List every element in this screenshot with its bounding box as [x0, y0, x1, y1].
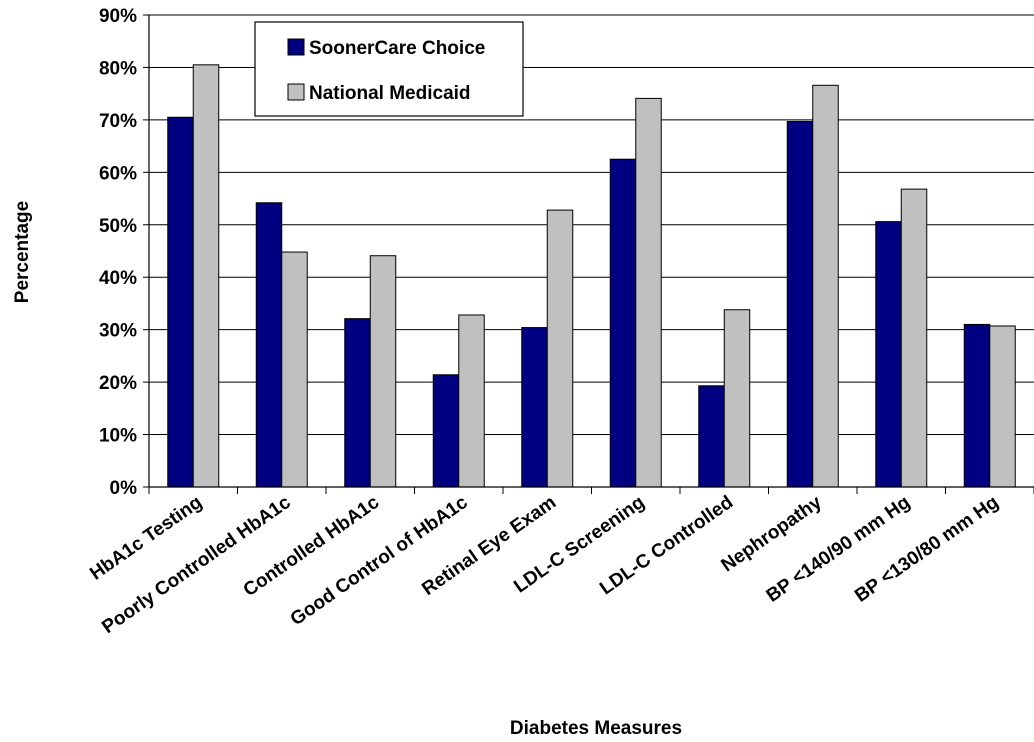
bar-national-medicaid-bp-130-80-mm-hg: [989, 325, 1016, 488]
bar-national-medicaid-ldl-c-controlled: [723, 309, 751, 488]
bar-national-medicaid-hba1c-testing: [192, 64, 220, 488]
bar-soonercare-choice-bp-130-80-mm-hg: [963, 323, 991, 488]
bar-soonercare-choice-poorly-controlled-hba1c: [255, 202, 283, 488]
bar-soonercare-choice-controlled-hba1c: [344, 318, 371, 488]
legend-swatch-national-medicaid: [287, 83, 305, 101]
axes: [143, 14, 1034, 494]
y-tick-label: 10%: [99, 426, 137, 447]
y-tick-label: 70%: [99, 111, 137, 132]
bar-national-medicaid-bp-140-90-mm-hg: [900, 188, 928, 488]
y-tick-label: 50%: [99, 216, 137, 237]
y-tick-label: 40%: [99, 268, 137, 289]
bar-soonercare-choice-nephropathy: [786, 120, 814, 488]
x-tick-label: BP <130/80 mm Hg: [851, 492, 1002, 607]
x-axis-title: Diabetes Measures: [510, 718, 682, 739]
y-tick-label: 30%: [99, 321, 137, 342]
y-tick-label: 90%: [99, 6, 137, 27]
bar-soonercare-choice-hba1c-testing: [167, 116, 194, 488]
bar-national-medicaid-controlled-hba1c: [369, 255, 397, 488]
y-tick-label: 0%: [110, 478, 138, 499]
x-tick-label: Good Control of HbA1c: [287, 492, 472, 631]
y-tick-label: 80%: [99, 58, 137, 79]
legend: SoonerCare Choice National Medicaid: [254, 21, 524, 117]
legend-label-national-medicaid: National Medicaid: [309, 83, 471, 104]
y-tick-label: 60%: [99, 163, 137, 184]
x-tick-label: BP <140/90 mm Hg: [763, 492, 914, 607]
bar-soonercare-choice-retinal-eye-exam: [521, 327, 548, 488]
bar-soonercare-choice-good-control-of-hba1c: [432, 374, 460, 488]
y-tick-label: 20%: [99, 373, 137, 394]
bar-national-medicaid-ldl-c-screening: [635, 97, 662, 488]
legend-label-soonercare-choice: SoonerCare Choice: [309, 38, 485, 59]
bar-soonercare-choice-ldl-c-controlled: [698, 385, 725, 488]
bar-soonercare-choice-ldl-c-screening: [609, 158, 637, 488]
legend-swatch-soonercare-choice: [287, 38, 305, 56]
bar-national-medicaid-nephropathy: [812, 84, 839, 488]
bar-national-medicaid-retinal-eye-exam: [546, 209, 574, 488]
bar-soonercare-choice-bp-140-90-mm-hg: [875, 221, 902, 488]
y-tick-labels: 0% 10% 20% 30% 40% 50% 60% 70% 80% 90%: [99, 6, 137, 499]
bars: [167, 64, 1016, 488]
y-axis-title: Percentage: [12, 201, 33, 303]
bar-national-medicaid-good-control-of-hba1c: [458, 314, 485, 488]
bar-national-medicaid-poorly-controlled-hba1c: [281, 251, 308, 488]
